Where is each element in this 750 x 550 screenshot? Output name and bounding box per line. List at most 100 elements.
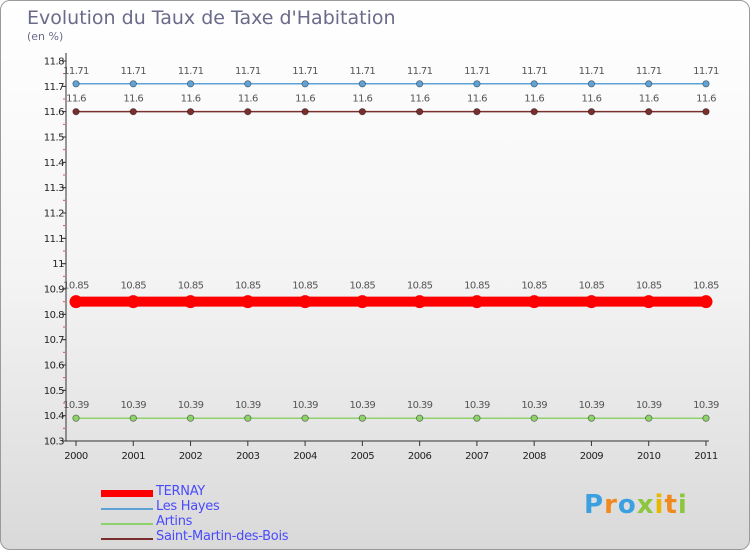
logo-letter: x [636, 490, 655, 520]
data-label: 11.6 [696, 94, 716, 105]
proxiti-logo: Proxiti [584, 490, 688, 520]
data-label: 10.39 [636, 400, 662, 411]
data-label: 11.6 [582, 94, 602, 105]
data-label: 11.6 [66, 94, 86, 105]
data-label: 10.85 [292, 281, 318, 292]
data-point [184, 295, 198, 309]
data-point [413, 295, 427, 309]
legend-item-les-hayes: Les Hayes [101, 499, 401, 517]
y-tick-label: 10.9 [44, 285, 64, 296]
data-label: 10.39 [178, 400, 204, 411]
data-label: 11.6 [410, 94, 430, 105]
data-label: 11.6 [295, 94, 315, 105]
logo-letter: P [584, 490, 605, 520]
data-label: 11.6 [238, 94, 258, 105]
data-point [126, 295, 140, 309]
data-point [241, 295, 255, 309]
legend-swatch [101, 523, 153, 525]
x-tick-label: 2008 [522, 451, 546, 462]
data-point [358, 414, 366, 422]
data-label: 11.71 [120, 66, 146, 77]
data-point [473, 414, 481, 422]
data-label: 10.85 [521, 281, 547, 292]
data-label: 10.39 [120, 400, 146, 411]
data-label: 10.39 [693, 400, 719, 411]
data-label: 10.39 [235, 400, 261, 411]
data-point [298, 295, 312, 309]
data-point [129, 414, 137, 422]
data-point [702, 80, 710, 88]
data-point [470, 295, 484, 309]
y-tick-label: 10.5 [44, 386, 64, 397]
data-label: 10.85 [693, 281, 719, 292]
data-label: 10.85 [636, 281, 662, 292]
legend-label: Artins [156, 514, 193, 529]
data-label: 11.6 [352, 94, 372, 105]
legend-label: TERNAY [156, 484, 205, 499]
data-point [416, 414, 424, 422]
y-tick-label: 11 [52, 259, 64, 270]
data-point [473, 80, 481, 88]
logo-letter: r [604, 490, 618, 520]
data-point [186, 108, 195, 116]
logo-letter: i [677, 490, 688, 520]
x-tick-label: 2002 [179, 451, 203, 462]
data-point [355, 295, 369, 309]
y-tick-label: 11.7 [44, 82, 64, 93]
legend-swatch [101, 508, 153, 510]
legend-label: Saint-Martin-des-Bois [156, 529, 289, 544]
data-labels-layer: 11.71 11.71 11.71 11.71 11.71 11.71 11.71 11.71… [63, 66, 719, 411]
data-label: 10.85 [120, 281, 146, 292]
data-point [301, 80, 309, 88]
data-point [587, 80, 596, 88]
data-point [301, 108, 309, 116]
logo-letter: t [664, 490, 678, 520]
data-label: 11.71 [63, 66, 89, 77]
data-label: 11.71 [350, 66, 376, 77]
x-tick-label: 2006 [408, 451, 432, 462]
data-label: 11.71 [579, 66, 605, 77]
data-label: 11.71 [636, 66, 662, 77]
data-point [72, 414, 80, 422]
data-label: 10.39 [407, 400, 433, 411]
data-point [244, 80, 252, 88]
data-point [473, 108, 481, 116]
data-label: 10.85 [464, 281, 490, 292]
x-tick-label: 2010 [637, 451, 661, 462]
data-point [129, 108, 137, 116]
x-tick-label: 2007 [465, 451, 489, 462]
data-point [186, 80, 195, 88]
data-point [584, 295, 598, 309]
data-label: 10.39 [521, 400, 547, 411]
data-point [642, 295, 656, 309]
logo-letter: i [654, 490, 665, 520]
data-label: 11.71 [178, 66, 204, 77]
legend-swatch [101, 490, 153, 497]
data-point [186, 414, 195, 422]
data-label: 10.39 [63, 400, 89, 411]
data-point [72, 80, 80, 88]
legend-item-ternay: TERNAY [101, 484, 401, 502]
data-point [587, 108, 596, 116]
x-tick-label: 2003 [236, 451, 260, 462]
data-point [645, 80, 653, 88]
legend-item-artins: Artins [101, 514, 401, 532]
y-tick-label: 10.7 [44, 335, 64, 346]
data-label: 11.71 [693, 66, 719, 77]
data-label: 11.6 [467, 94, 487, 105]
data-point [587, 414, 596, 422]
data-label: 11.6 [524, 94, 544, 105]
x-tick-label: 2001 [122, 451, 146, 462]
data-point [244, 108, 252, 116]
data-point [69, 295, 83, 309]
data-label: 11.6 [639, 94, 659, 105]
data-point [72, 108, 80, 116]
data-label: 11.71 [521, 66, 547, 77]
legend-swatch [101, 538, 153, 540]
x-tick-label: 2000 [64, 451, 88, 462]
data-point [301, 414, 309, 422]
y-tick-label: 11.5 [44, 133, 64, 144]
x-tick-label: 2004 [293, 451, 317, 462]
data-label: 11.71 [235, 66, 261, 77]
x-tick-label: 2005 [351, 451, 375, 462]
